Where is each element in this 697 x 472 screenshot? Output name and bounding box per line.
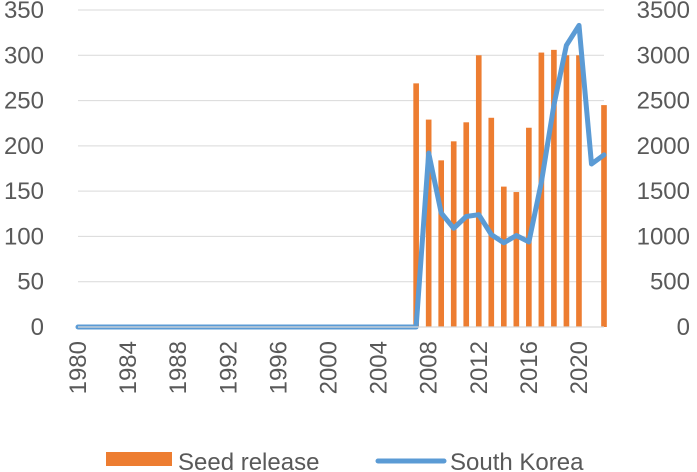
y-left-tick-label: 100 [4,223,44,250]
x-tick-label: 2008 [416,341,443,394]
bar [475,55,482,328]
y-left-tick-label: 50 [17,269,44,296]
bar [576,55,582,328]
x-tick-label: 2000 [315,341,342,394]
bar [601,105,607,327]
bar [450,141,457,327]
y-right-tick-label: 1500 [637,178,690,205]
y-right-tick-label: 2000 [637,133,690,160]
bar [425,119,432,327]
x-tick-label: 2016 [516,341,543,394]
y-left-tick-label: 0 [31,314,44,341]
x-axis: 1980 1984 1988 1992 1996 2000 2004 2008 2012 2016… [65,326,604,394]
bar [551,49,557,327]
y-right-tick-label: 3000 [637,42,690,69]
legend-label-seed-release: Seed release [178,449,319,472]
bar [563,55,570,328]
bar [500,186,507,327]
bar [526,127,532,327]
x-tick-label: 1980 [65,341,92,394]
bar [438,160,445,327]
bar-series-seed-release [413,49,607,328]
bar [488,117,495,327]
legend-label-south-korea: South Korea [450,449,584,472]
x-tick-label: 1984 [115,341,142,394]
y-right-tick-label: 500 [650,269,690,296]
x-tick-label: 2012 [466,341,493,394]
y-right-tick-label: 0 [677,314,690,341]
bar [413,83,419,327]
y-left-tick-label: 350 [4,0,44,24]
y-left-tick-label: 300 [4,42,44,69]
y-right-tick-label: 3500 [637,0,690,24]
legend-swatch-seed-release [106,452,172,466]
y-right-tick-label: 2500 [637,88,690,115]
y-left-tick-label: 250 [4,88,44,115]
y-left-tick-label: 150 [4,178,44,205]
x-tick-label: 1992 [215,341,242,394]
y-axis-right: 0 500 1000 1500 2000 2500 3000 3500 [637,0,690,341]
y-left-tick-label: 200 [4,133,44,160]
bar [463,122,470,328]
legend: Seed release South Korea [106,449,584,472]
x-tick-label: 2020 [566,341,593,394]
y-right-tick-label: 1000 [637,223,690,250]
gridlines [78,9,604,328]
bar [513,192,520,327]
x-tick-label: 1996 [265,341,292,394]
x-tick-label: 1988 [165,341,192,394]
x-tick-label: 2004 [366,341,393,394]
y-axis-left: 0 50 100 150 200 250 300 350 [4,0,44,341]
